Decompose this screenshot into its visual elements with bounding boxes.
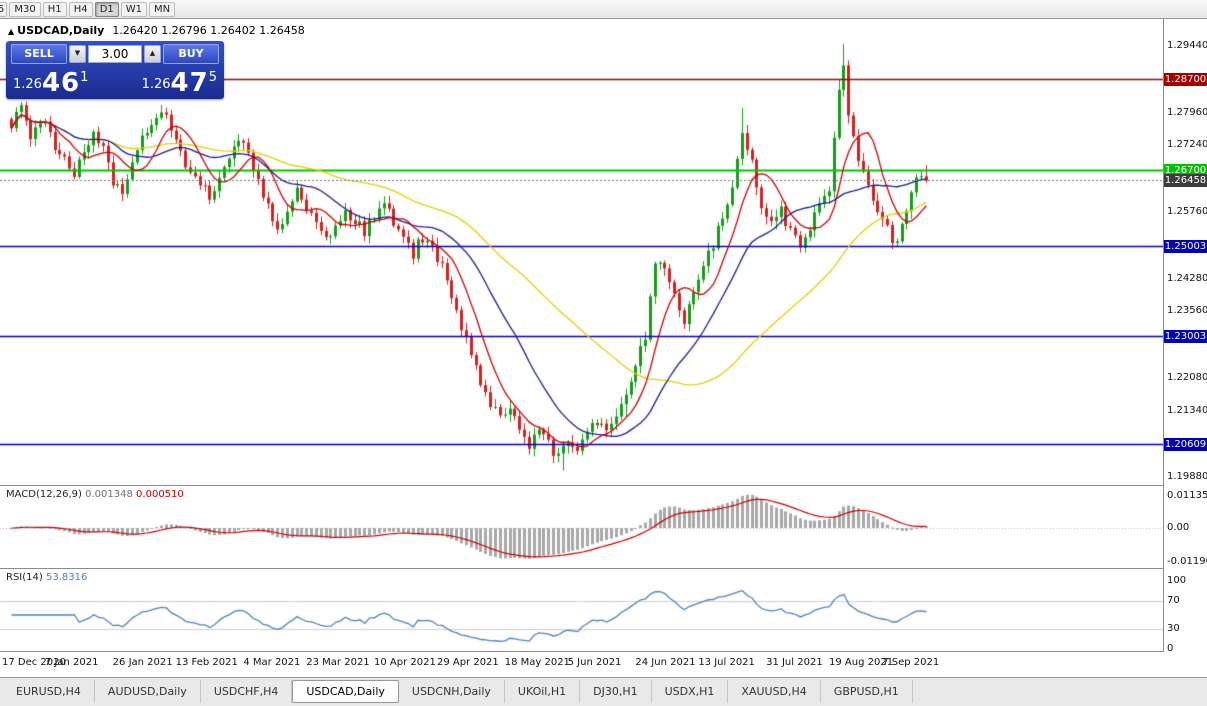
date-tick: 29 Apr 2021	[436, 657, 499, 668]
price-tick: 1.21340	[1167, 405, 1207, 417]
timeframe-button-h4[interactable]: H4	[68, 1, 93, 17]
ask-price: 1.26 47 5	[142, 70, 217, 96]
axis-separator	[1163, 19, 1164, 652]
level-price-badge: 1.25003	[1164, 240, 1207, 253]
ask-big-figure: 1.26	[141, 77, 171, 92]
macd-signal-value: 0.000510	[136, 489, 184, 500]
chart-tab-usdchf-h4[interactable]: USDCHF,H4	[201, 680, 293, 703]
timeframe-button-w1[interactable]: W1	[120, 1, 148, 17]
chart-tab-usdx-h1[interactable]: USDX,H1	[652, 680, 729, 703]
timeframe-button-d1[interactable]: D1	[94, 1, 119, 17]
chart-tab-usdcnh-daily[interactable]: USDCNH,Daily	[399, 680, 505, 703]
date-tick: 4 Mar 2021	[243, 657, 301, 668]
chart-region: 1.29440 1.27960 1.27240 1.25760 1.24280 1.235…	[0, 19, 1207, 677]
bid-price: 1.26 46 1	[13, 70, 88, 96]
rsi-tick: 0	[1167, 643, 1174, 654]
ask-pips: 47	[170, 68, 209, 98]
pane-separator[interactable]	[0, 568, 1207, 569]
chart-tabs: EURUSD,H4 AUDUSD,Daily USDCHF,H4 USDCAD,Dai…	[0, 677, 1207, 706]
timeframe-toolbar: 5 M30 H1 H4 D1 W1 MN	[0, 0, 1207, 19]
date-tick: 23 Mar 2021	[306, 657, 370, 668]
chart-tab-audusd-daily[interactable]: AUDUSD,Daily	[95, 680, 201, 703]
price-tick: 1.27240	[1167, 139, 1207, 151]
rsi-value: 53.8316	[45, 572, 88, 583]
chart-title: ▲ USDCAD,Daily 1.26420 1.26796 1.26402 1.2…	[8, 24, 305, 37]
pane-separator[interactable]	[0, 485, 1207, 486]
level-price-badge: 1.20609	[1164, 438, 1207, 452]
level-price-badge: 1.26700	[1164, 163, 1207, 177]
chart-tab-usdcad-daily[interactable]: USDCAD,Daily	[292, 680, 399, 703]
price-tick: 1.19880	[1167, 470, 1207, 482]
bid-fraction: 1	[80, 70, 89, 85]
timeframe-button-m30[interactable]: M30	[9, 1, 41, 17]
macd-tick: 0.00	[1167, 522, 1190, 533]
timeframe-button-m5[interactable]: 5	[0, 1, 8, 17]
one-click-trade-panel: SELL ▼ 3.00 ▲ BUY 1.26 46 1 1.26 47 5	[6, 41, 224, 99]
date-tick: 10 Apr 2021	[374, 657, 436, 668]
date-tick: 24 Jun 2021	[635, 657, 696, 668]
chart-tab-ukoil-h1[interactable]: UKOil,H1	[505, 680, 581, 703]
macd-tick: 0.01135	[1167, 489, 1207, 501]
chart-tab-eurusd-h4[interactable]: EURUSD,H4	[3, 680, 95, 703]
price-tick: 1.29440	[1167, 40, 1207, 52]
level-price-badge: 1.23003	[1164, 330, 1207, 344]
date-tick: 31 Jul 2021	[766, 657, 823, 668]
timeframe-button-h1[interactable]: H1	[42, 1, 67, 17]
price-tick: 1.23560	[1167, 305, 1207, 317]
price-tick: 1.24280	[1167, 272, 1207, 284]
chart-marker-icon: ▲	[8, 27, 15, 36]
price-tick: 1.22080	[1167, 371, 1207, 383]
date-tick: 7 Jan 2021	[44, 657, 99, 668]
price-axis[interactable]: 1.29440 1.27960 1.27240 1.25760 1.24280 1.235…	[1164, 19, 1207, 677]
sell-button[interactable]: SELL	[11, 44, 67, 64]
date-tick: 13 Feb 2021	[175, 657, 238, 668]
rsi-tick: 100	[1167, 575, 1187, 586]
timeframe-button-mn[interactable]: MN	[149, 1, 176, 17]
chart-tab-xauusd-h4[interactable]: XAUUSD,H4	[728, 680, 821, 703]
buy-button[interactable]: BUY	[163, 44, 219, 64]
rsi-tick: 70	[1167, 595, 1180, 607]
ask-fraction: 5	[208, 70, 217, 85]
volume-input[interactable]: 3.00	[88, 45, 142, 63]
rsi-name: RSI(14)	[6, 572, 43, 583]
volume-increase-button[interactable]: ▲	[144, 45, 161, 63]
date-axis[interactable]: 17 Dec 2020 7 Jan 2021 26 Jan 2021 13 Feb 2…	[0, 652, 1163, 677]
volume-decrease-button[interactable]: ▼	[69, 45, 86, 63]
rsi-indicator-canvas[interactable]	[0, 569, 1163, 651]
macd-indicator-canvas[interactable]	[0, 486, 1163, 568]
macd-main-value: 0.001348	[85, 489, 133, 500]
date-tick: 13 Jul 2021	[698, 657, 755, 668]
macd-tick: -0.01190	[1167, 555, 1207, 567]
date-tick: 19 Aug 2021	[829, 657, 894, 668]
rsi-label: RSI(14) 53.8316	[6, 572, 87, 583]
price-tick: 1.27960	[1167, 106, 1207, 118]
bid-pips: 46	[41, 68, 81, 98]
rsi-tick: 30	[1167, 622, 1180, 634]
current-price-badge: 1.26458	[1164, 174, 1207, 188]
date-tick: 18 May 2021	[504, 657, 570, 668]
bid-big-figure: 1.26	[13, 77, 42, 92]
date-tick: 5 Jun 2021	[567, 657, 622, 668]
date-tick: 26 Jan 2021	[112, 657, 173, 668]
chart-symbol-label: USDCAD,Daily	[17, 24, 105, 37]
date-tick: 7 Sep 2021	[882, 657, 940, 668]
date-tick: 17 Dec 2020	[2, 657, 66, 668]
price-tick: 1.25760	[1167, 205, 1207, 217]
chart-tab-gbpusd-h1[interactable]: GBPUSD,H1	[821, 680, 913, 703]
chart-ohlc-values: 1.26420 1.26796 1.26402 1.26458	[112, 24, 305, 37]
chart-tab-dj30-h1[interactable]: DJ30,H1	[580, 680, 652, 703]
macd-label: MACD(12,26,9) 0.001348 0.000510	[6, 489, 184, 500]
level-price-badge: 1.28700	[1164, 73, 1207, 87]
macd-name: MACD(12,26,9)	[6, 489, 82, 500]
pane-separator[interactable]	[0, 651, 1207, 652]
